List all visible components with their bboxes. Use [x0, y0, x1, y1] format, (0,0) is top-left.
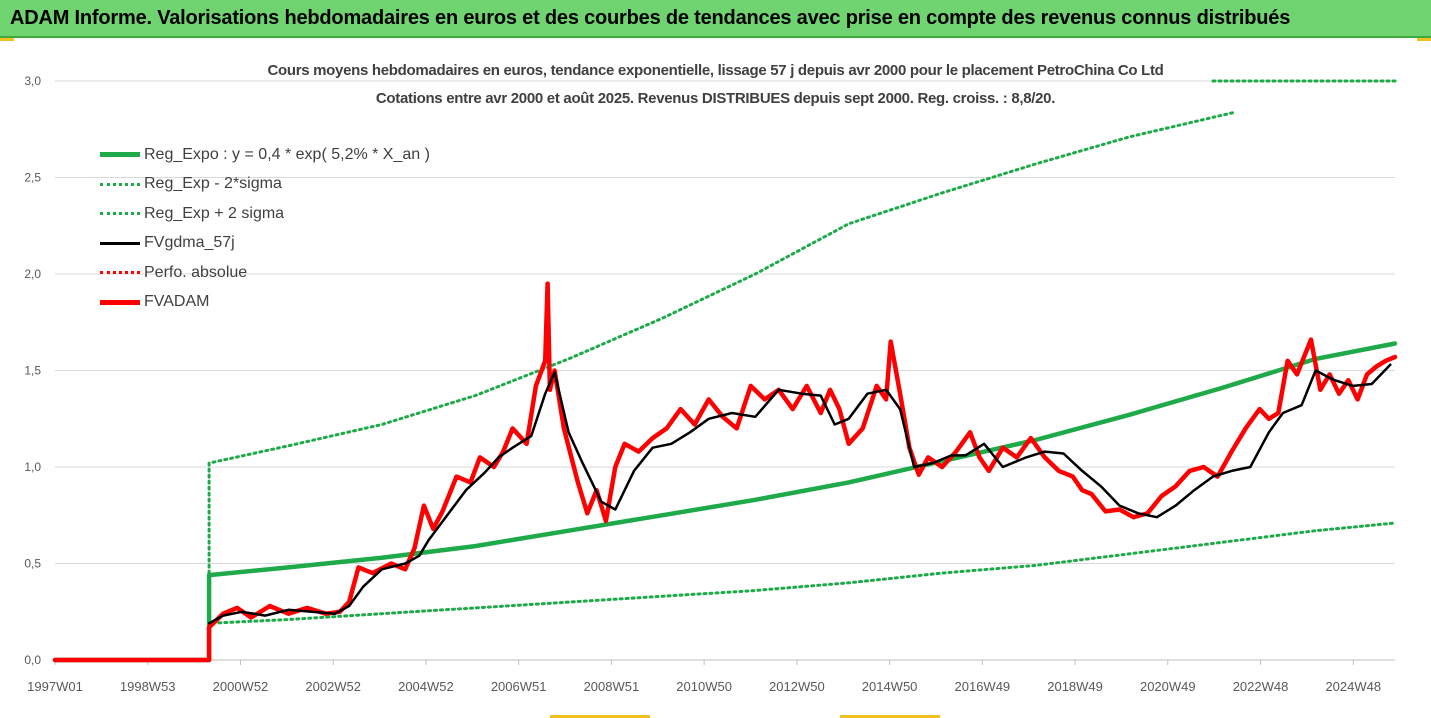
legend-swatch [100, 271, 140, 275]
legend-item: Reg_Exp - 2*sigma [100, 170, 430, 200]
chart-title: Cours moyens hebdomadaires en euros, ten… [267, 62, 1164, 79]
legend-label: Perfo. absolue [144, 263, 248, 281]
x-tick-label: 2022W48 [1233, 679, 1289, 694]
y-tick-label: 1,0 [24, 460, 41, 474]
y-tick-label: 0,0 [24, 653, 41, 667]
x-tick-label: 2008W51 [584, 679, 640, 694]
x-tick-label: 2024W48 [1325, 679, 1381, 694]
series-line-3 [207, 363, 1392, 625]
legend-item: FVADAM [100, 288, 430, 318]
legend-swatch [100, 241, 140, 245]
legend-item: Reg_Exp + 2 sigma [100, 199, 430, 229]
x-tick-label: 2006W51 [491, 679, 547, 694]
x-tick-label: 1997W01 [27, 679, 83, 694]
legend-label: Reg_Exp + 2 sigma [144, 204, 285, 222]
y-tick-label: 0,5 [24, 557, 41, 571]
chart-subtitle: Cotations entre avr 2000 et août 2025. R… [375, 90, 1056, 107]
corner-marker-right [1417, 38, 1431, 41]
corner-marker-bottom-1 [550, 715, 650, 718]
corner-marker-bottom-2 [840, 715, 940, 718]
series-line-0 [52, 341, 1398, 663]
legend-item: FVgdma_57j [100, 229, 430, 259]
y-tick-label: 2,5 [24, 171, 41, 185]
x-tick-label: 2000W52 [213, 679, 269, 694]
x-tick-label: 2020W49 [1140, 679, 1196, 694]
series-lines [52, 79, 1398, 663]
x-tick-label: 2010W50 [676, 679, 732, 694]
grid-lines [54, 80, 1395, 665]
x-tick-label: 2018W49 [1047, 679, 1103, 694]
header-banner: ADAM Informe. Valorisations hebdomadaire… [0, 0, 1431, 38]
x-tick-label: 2002W52 [305, 679, 361, 694]
x-tick-label: 1998W53 [120, 679, 176, 694]
page-title: ADAM Informe. Valorisations hebdomadaire… [10, 7, 1291, 29]
legend-swatch [100, 152, 140, 158]
y-tick-label: 1,5 [24, 364, 41, 378]
legend-item: Perfo. absolue [100, 258, 430, 288]
y-tick-labels: 0,0 0,5 1,0 1,5 2,0 2,5 3,0 [24, 74, 41, 667]
legend: Reg_Expo : y = 0,4 * exp( 5,2% * X_an ) … [100, 140, 430, 317]
legend-label: Reg_Expo : y = 0,4 * exp( 5,2% * X_an ) [144, 145, 430, 163]
legend-item: Reg_Expo : y = 0,4 * exp( 5,2% * X_an ) [100, 140, 430, 170]
x-tick-label: 2012W50 [769, 679, 825, 694]
series-line-5 [52, 281, 1398, 663]
x-tick-label: 2014W50 [862, 679, 918, 694]
legend-swatch [100, 212, 140, 216]
legend-swatch [100, 299, 140, 305]
corner-marker-left [0, 38, 14, 41]
series-line-2 [207, 110, 1238, 575]
legend-swatch [100, 182, 140, 186]
x-tick-label: 2004W52 [398, 679, 454, 694]
y-tick-label: 2,0 [24, 267, 41, 281]
y-tick-label: 3,0 [24, 74, 41, 88]
legend-label: FVgdma_57j [144, 234, 235, 252]
legend-label: Reg_Exp - 2*sigma [144, 175, 282, 193]
x-tick-label: 2016W49 [955, 679, 1011, 694]
x-tick-labels: 1997W01 1998W53 2000W52 2002W52 2004W52 2006W… [27, 679, 1381, 694]
series-line-1 [207, 521, 1397, 625]
legend-label: FVADAM [144, 293, 210, 311]
